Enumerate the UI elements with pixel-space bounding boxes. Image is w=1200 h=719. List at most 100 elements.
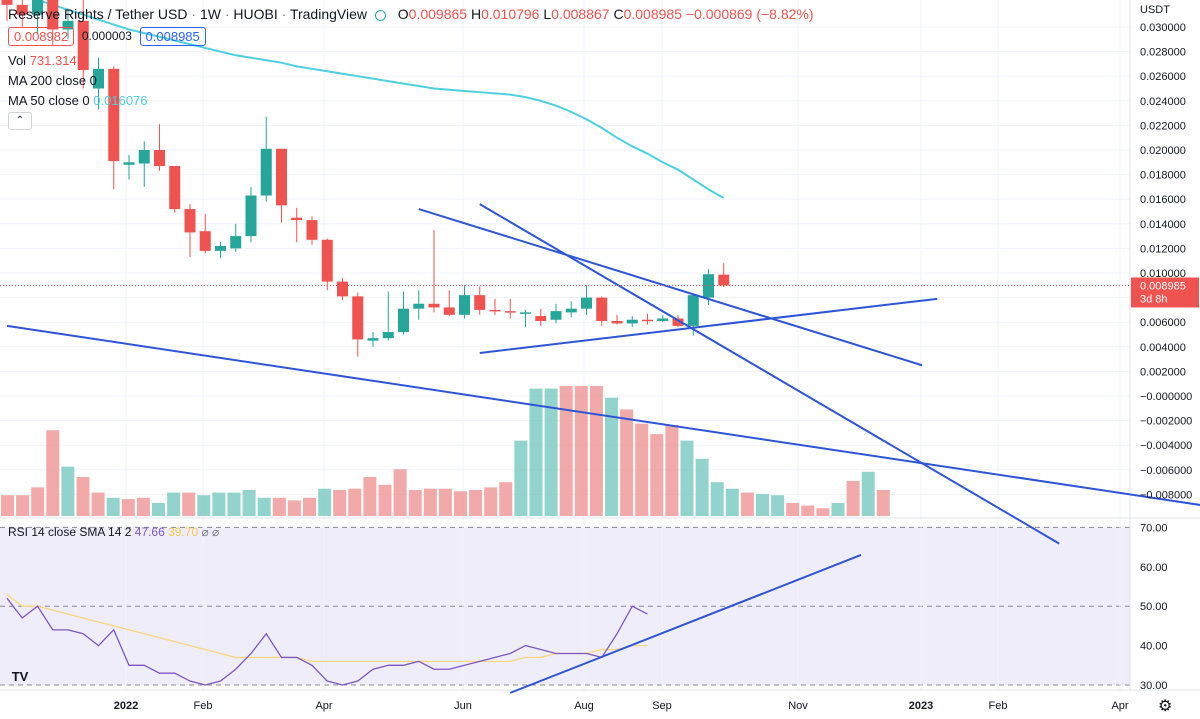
volume-bar <box>333 490 347 516</box>
trend-line <box>6 324 1200 506</box>
current-price-label: 0.008985 <box>1140 280 1186 292</box>
candle-body <box>230 236 242 249</box>
time-tick-label: Apr <box>315 700 332 712</box>
price-tick-label: 0.004000 <box>1140 342 1186 354</box>
volume-bar <box>348 488 362 516</box>
candle-body <box>108 68 120 162</box>
rsi-tick-label: 60.00 <box>1140 562 1168 574</box>
volume-bar <box>272 497 286 516</box>
volume-bar <box>31 487 45 516</box>
rsi-legend[interactable]: RSI 14 close SMA 14 2 47.66 39.70 ⌀ ⌀ <box>8 525 219 539</box>
exchange-label: HUOBI <box>233 6 278 22</box>
volume-bar <box>197 495 211 516</box>
gear-icon[interactable]: ⚙ <box>1158 698 1173 715</box>
volume-bar <box>16 495 30 516</box>
candle-body <box>687 295 699 326</box>
volume-bar <box>544 388 558 516</box>
interval-label[interactable]: 1W <box>199 6 221 22</box>
rsi-band <box>0 527 1130 685</box>
candle-body <box>321 239 333 282</box>
volume-bar <box>106 497 120 516</box>
rsi-value: 47.66 <box>134 525 165 539</box>
volume-bar <box>454 491 467 516</box>
candle-body <box>337 281 348 297</box>
volume-bar <box>529 388 543 516</box>
candle-body <box>596 297 608 321</box>
volume-bar <box>438 488 452 516</box>
volume-bar <box>635 423 649 516</box>
collapse-legend-button[interactable]: ⌃ <box>8 112 32 130</box>
candle-body <box>1 0 13 5</box>
symbol-title[interactable]: Reserve Rights / Tether USD <box>8 6 188 22</box>
volume-bar <box>61 466 75 516</box>
volume-bar <box>876 490 890 516</box>
volume-bar <box>816 508 830 516</box>
candle-body <box>367 338 379 341</box>
volume-bar <box>257 497 271 516</box>
volume-bar <box>514 440 528 516</box>
candle-body <box>199 231 211 251</box>
trend-line <box>479 203 1060 545</box>
volume-legend[interactable]: Vol 731.314M <box>8 53 88 68</box>
volume-bar <box>650 434 664 516</box>
price-tick-label: 0.026000 <box>1140 71 1186 83</box>
market-status-icon <box>374 9 386 21</box>
volume-bar <box>499 482 513 516</box>
price-tick-label: 0.010000 <box>1140 268 1186 280</box>
volume-bar <box>303 497 316 516</box>
ma50-value: 0.016076 <box>93 93 148 108</box>
close-label: C <box>613 6 624 22</box>
price-tick-label: 0.028000 <box>1140 47 1186 59</box>
candle-body <box>154 150 165 166</box>
candle-body <box>718 274 730 286</box>
source-label: TradingView <box>289 6 367 22</box>
rsi-tick-label: 70.00 <box>1140 522 1168 534</box>
rsi-sma-value: 39.70 <box>168 525 199 539</box>
price-tick-label: 0.012000 <box>1140 243 1186 255</box>
candle-body <box>443 307 455 315</box>
spread-value: 0.000003 <box>81 28 132 43</box>
volume-bar <box>589 386 603 516</box>
tradingview-logo[interactable]: TV <box>11 669 29 684</box>
volume-bar <box>786 503 800 516</box>
price-tick-label: 0.014000 <box>1140 219 1186 231</box>
volume-bar <box>121 499 135 516</box>
rsi-line <box>6 597 648 686</box>
low-label: L <box>543 6 552 22</box>
volume-bar <box>318 488 332 516</box>
low-value: 0.008867 <box>551 6 610 22</box>
rsi-tick-label: 40.00 <box>1140 641 1168 653</box>
volume-bar <box>801 505 815 516</box>
volume-bar <box>91 492 105 516</box>
price-tick-label: −0.002000 <box>1140 416 1192 428</box>
candle-body <box>138 150 150 164</box>
price-tick-label: 0.002000 <box>1140 366 1186 378</box>
volume-bar <box>484 487 498 516</box>
candle-body <box>93 68 104 89</box>
rsi-tick-label: 30.00 <box>1140 680 1168 692</box>
currency-unit-button[interactable]: USDT <box>1140 4 1170 16</box>
ma50-label: MA 50 close 0 <box>8 93 90 108</box>
candle-body <box>626 319 638 324</box>
time-tick-label: Feb <box>194 700 213 712</box>
rsi-sma-line <box>6 593 648 663</box>
price-tick-label: 0.030000 <box>1140 22 1186 34</box>
price-tick-label: 0.016000 <box>1140 194 1186 206</box>
ma200-legend[interactable]: MA 200 close 0 <box>8 73 97 88</box>
volume-bar <box>46 430 60 516</box>
buy-price-button[interactable]: 0.008985 <box>139 27 206 46</box>
time-tick-label: 2022 <box>114 700 138 712</box>
candle-body <box>565 308 577 313</box>
volume-bar <box>620 409 634 516</box>
trend-line <box>418 208 923 367</box>
trend-line <box>479 297 938 354</box>
price-tick-label: 0.022000 <box>1140 120 1186 132</box>
time-tick-label: Apr <box>1111 700 1128 712</box>
rsi-label: RSI 14 close SMA 14 2 <box>8 525 132 539</box>
volume-bar <box>831 503 845 516</box>
candle-body <box>672 318 684 326</box>
volume-bar <box>756 493 769 516</box>
sell-price-button[interactable]: 0.008982 <box>8 27 75 46</box>
ma50-legend[interactable]: MA 50 close 0 0.016076 <box>8 93 148 108</box>
